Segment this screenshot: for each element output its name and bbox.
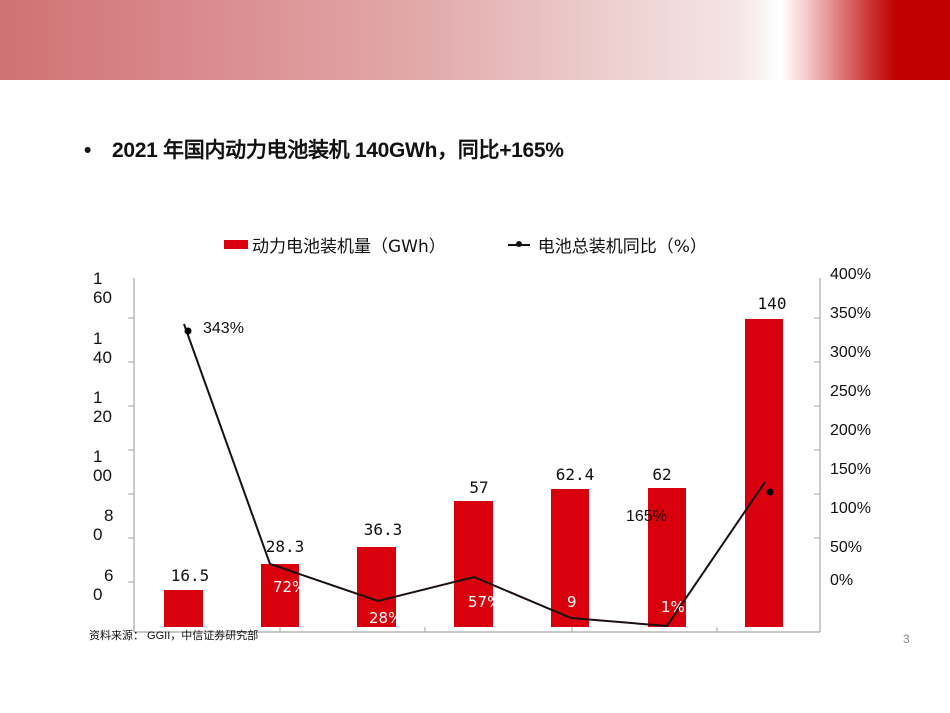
- bar-value-5: 62.4: [555, 465, 595, 484]
- source-note: 资料来源： GGII，中信证券研究部: [89, 630, 259, 642]
- bar-5: [551, 489, 589, 627]
- bar-6: [648, 488, 686, 627]
- header-gradient-band: [0, 0, 950, 80]
- left-tick-120: 1 20: [93, 388, 112, 426]
- yoy-label-7: 165%: [626, 508, 667, 525]
- chart-legend: 动力电池装机量（GWh） 电池总装机同比（%）: [224, 232, 707, 257]
- bar-3: [357, 547, 396, 627]
- right-tick-350: 350%: [830, 305, 871, 322]
- yoy-label-1: 343%: [203, 320, 244, 337]
- right-tick-400: 400%: [830, 266, 871, 283]
- bar-value-3: 36.3: [363, 520, 403, 539]
- right-tick-50: 50%: [830, 539, 863, 556]
- right-tick-0: 0%: [830, 572, 854, 589]
- bar-2: [261, 564, 299, 627]
- x-axis-ticks: [279, 627, 718, 632]
- left-tick-100: 1 00: [93, 447, 112, 485]
- bar-swatch-icon: [224, 239, 248, 249]
- line-marker-7: [766, 488, 774, 496]
- bullet-icon: •: [84, 139, 92, 162]
- yoy-label-4: 57%: [468, 593, 502, 611]
- line-marker-icon: [507, 238, 530, 250]
- page-number: 3: [903, 632, 910, 646]
- bar-1: [164, 590, 203, 627]
- left-tick-160: 1 60: [93, 269, 112, 307]
- bar-series: [164, 319, 783, 627]
- line-marker-1: [184, 327, 192, 335]
- bar-7: [745, 319, 783, 627]
- right-axis-ticks: [814, 317, 820, 539]
- legend-line-label: 电池总装机同比（%）: [537, 236, 707, 257]
- right-tick-250: 250%: [830, 383, 871, 400]
- bar-value-1: 16.5: [170, 566, 210, 585]
- right-tick-150: 150%: [830, 461, 871, 478]
- legend-bar-label: 动力电池装机量（GWh）: [252, 236, 446, 257]
- bar-value-6: 62: [652, 465, 672, 484]
- headline-text: 2021 年国内动力电池装机 140GWh，同比+165%: [112, 139, 564, 162]
- left-tick-140: 1 40: [93, 329, 112, 367]
- yoy-label-2: 72%: [273, 578, 307, 596]
- yoy-line: [183, 323, 766, 628]
- bar-value-4: 57: [469, 478, 489, 497]
- right-tick-200: 200%: [830, 422, 871, 439]
- yoy-label-3: 28%: [369, 609, 403, 627]
- left-axis-ticks: [128, 317, 134, 583]
- bar-4: [454, 501, 493, 627]
- bar-value-2: 28.3: [265, 537, 305, 556]
- yoy-label-5: 9: [567, 593, 577, 611]
- right-tick-100: 100%: [830, 500, 871, 517]
- right-tick-300: 300%: [830, 344, 871, 361]
- slide-headline: • 2021 年国内动力电池装机 140GWh，同比+165%: [84, 134, 564, 164]
- bar-value-7: 140: [757, 294, 787, 313]
- yoy-label-6: 1%: [661, 598, 685, 616]
